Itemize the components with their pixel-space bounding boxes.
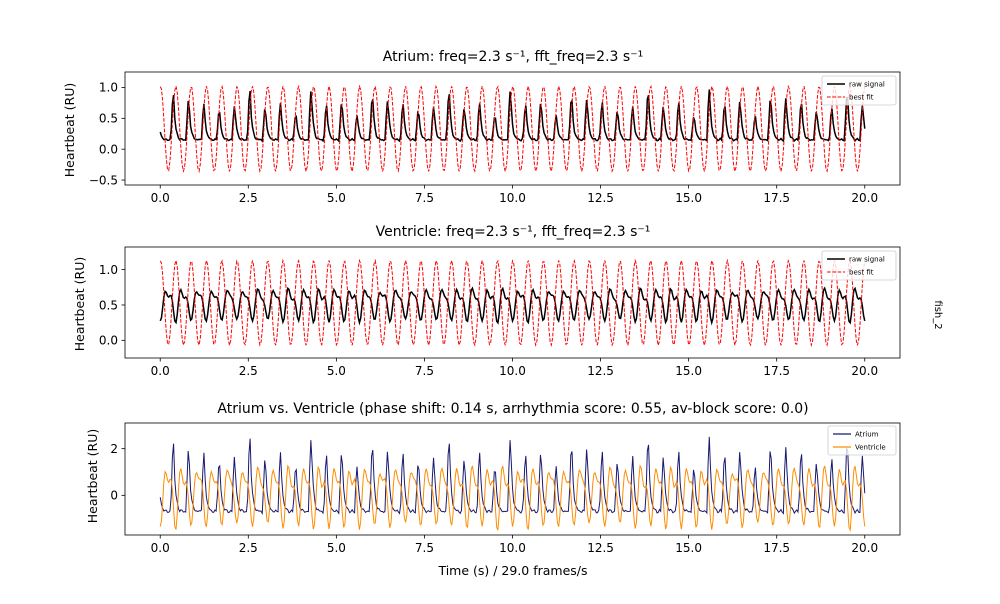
comparison-legend-box [827, 425, 897, 456]
atrium-legend-fit-label: best fit [849, 94, 874, 102]
atrium-y-tick-label: 0.0 [99, 142, 118, 156]
comparison-x-tick-label: 17.5 [763, 541, 790, 555]
atrium-x-tick-label: 20.0 [851, 191, 878, 205]
ventricle-legend-fit-label: best fit [849, 269, 874, 277]
fish-id-label: fish_2 [932, 300, 943, 329]
ventricle-x-tick-label: 0.0 [151, 364, 170, 378]
comparison-x-axis-label: Time (s) / 29.0 frames/s [437, 563, 587, 578]
comparison-x-tick-label: 20.0 [851, 541, 878, 555]
atrium-x-tick-label: 5.0 [327, 191, 346, 205]
comparison-series-ventricle [159, 464, 866, 532]
ventricle-y-tick-label: 0.0 [99, 334, 118, 348]
ventricle-x-tick-label: 2.5 [239, 364, 258, 378]
comparison-x-tick-label: 10.0 [499, 541, 526, 555]
comparison-x-tick-label: 0.0 [151, 541, 170, 555]
atrium-x-tick-label: 10.0 [499, 191, 526, 205]
ventricle-legend-raw-label: raw signal [849, 256, 885, 264]
ventricle-x-tick-label: 10.0 [499, 364, 526, 378]
ventricle-panel: Ventricle: freq=2.3 s⁻¹, fft_freq=2.3 s⁻… [72, 224, 901, 378]
ventricle-x-tick-label: 20.0 [851, 364, 878, 378]
atrium-x-tick-label: 2.5 [239, 191, 258, 205]
comparison-y-axis-label: Heartbeat (RU) [85, 429, 100, 524]
atrium-y-tick-label: −0.5 [89, 173, 118, 187]
atrium-x-tick-label: 17.5 [763, 191, 790, 205]
atrium-x-tick-label: 7.5 [415, 191, 434, 205]
atrium-x-tick-label: 0.0 [151, 191, 170, 205]
comparison-y-tick-label: 2 [110, 442, 118, 456]
comparison-x-tick-label: 5.0 [327, 541, 346, 555]
atrium-y-axis-label: Heartbeat (RU) [62, 83, 77, 178]
ventricle-series-best-fit [159, 258, 866, 348]
comparison-x-tick-label: 12.5 [587, 541, 614, 555]
atrium-plot-title: Atrium: freq=2.3 s⁻¹, fft_freq=2.3 s⁻¹ [383, 49, 643, 65]
comparison-x-tick-label: 2.5 [239, 541, 258, 555]
comparison-panel: Atrium vs. Ventricle (phase shift: 0.14 … [85, 401, 901, 578]
ventricle-series-raw-signal [159, 286, 866, 326]
ventricle-x-tick-label: 17.5 [763, 364, 790, 378]
atrium-y-tick-label: 0.5 [99, 112, 118, 126]
ventricle-x-tick-label: 15.0 [675, 364, 702, 378]
ventricle-x-tick-label: 7.5 [415, 364, 434, 378]
comparison-series-atrium [159, 436, 866, 516]
comparison-legend-ventricle-label: Ventricle [855, 444, 886, 452]
ventricle-x-tick-label: 12.5 [587, 364, 614, 378]
ventricle-y-tick-label: 1.0 [99, 263, 118, 277]
atrium-legend: raw signal best fit [821, 75, 897, 106]
comparison-legend-atrium-label: Atrium [855, 431, 879, 439]
comparison-x-tick-label: 7.5 [415, 541, 434, 555]
comparison-y-tick-label: 0 [110, 489, 118, 503]
ventricle-y-axis-label: Heartbeat (RU) [72, 257, 87, 352]
atrium-panel: Atrium: freq=2.3 s⁻¹, fft_freq=2.3 s⁻¹ H… [62, 49, 901, 205]
ventricle-legend: raw signal best fit [821, 250, 897, 281]
comparison-plot-title: Atrium vs. Ventricle (phase shift: 0.14 … [217, 401, 808, 417]
atrium-legend-raw-label: raw signal [849, 81, 885, 89]
atrium-x-tick-label: 12.5 [587, 191, 614, 205]
atrium-x-tick-label: 15.0 [675, 191, 702, 205]
ventricle-x-tick-label: 5.0 [327, 364, 346, 378]
ventricle-plot-title: Ventricle: freq=2.3 s⁻¹, fft_freq=2.3 s⁻… [376, 224, 651, 240]
atrium-y-tick-label: 1.0 [99, 81, 118, 95]
ventricle-y-tick-label: 0.5 [99, 298, 118, 312]
comparison-x-tick-label: 15.0 [675, 541, 702, 555]
comparison-legend: Atrium Ventricle [827, 425, 897, 456]
